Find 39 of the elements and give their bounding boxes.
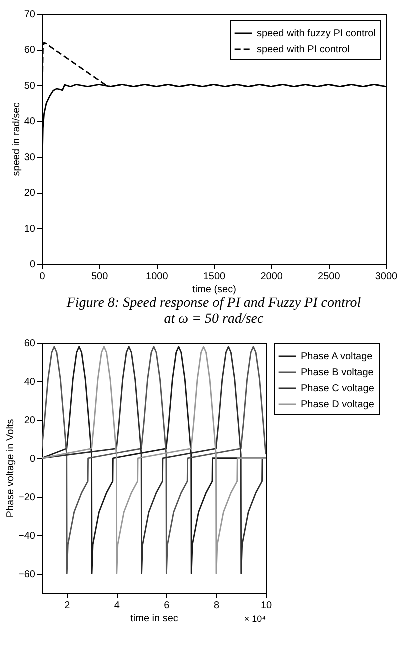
x-tick-label: 4 [114, 600, 120, 612]
y-tick-label: 30 [24, 152, 36, 164]
text: Figure 8: Speed response of PI and Fuzzy PI control at ω = 50 rad/sec [66, 296, 362, 327]
legend-label: speed with fuzzy PI control [257, 28, 376, 40]
y-tick-label: 20 [24, 188, 36, 200]
y-tick-label: 40 [24, 376, 36, 388]
x-tick-label: 10 [260, 600, 272, 612]
x-tick-label: 2000 [260, 272, 284, 282]
x-tick-label: 1000 [146, 272, 169, 282]
text: × 10⁴ [244, 614, 266, 624]
legend-label: Phase D voltage [301, 400, 375, 410]
y-axis-title: Phase voltage in Volts [6, 419, 17, 518]
y-tick-label: 50 [24, 80, 36, 92]
x-tick-label: 8 [214, 600, 220, 612]
legend-label: Phase C voltage [301, 384, 375, 394]
y-tick-label: 0 [30, 454, 36, 465]
legend-label: Phase B voltage [301, 368, 374, 378]
y-tick-label: 10 [24, 224, 36, 235]
y-tick-label: 60 [24, 45, 36, 56]
y-tick-label: 60 [24, 338, 36, 350]
x-axis-title: time (sec) [192, 284, 236, 296]
legend-label: speed with PI control [257, 44, 350, 56]
y-tick-label: 0 [30, 260, 36, 270]
x-tick-label: 3000 [375, 272, 398, 282]
y-tick-label: 20 [24, 415, 36, 426]
y-tick-label: 70 [24, 10, 36, 20]
x-axis-title: time in sec [130, 614, 178, 624]
y-axis-title: speed in rad/sec [11, 102, 22, 176]
x-tick-label: 500 [91, 272, 109, 282]
y-tick-label: −40 [18, 530, 36, 542]
y-tick-label: 40 [24, 116, 36, 128]
y-tick-label: −60 [18, 569, 36, 580]
y-tick-label: −20 [18, 492, 36, 504]
x-tick-label: 6 [164, 600, 170, 612]
legend-label: Phase A voltage [301, 352, 374, 362]
x-tick-label: 2 [64, 600, 71, 612]
x-tick-label: 1500 [203, 272, 226, 282]
x-tick-label: 2500 [318, 272, 341, 282]
x-tick-label: 0 [40, 272, 46, 282]
